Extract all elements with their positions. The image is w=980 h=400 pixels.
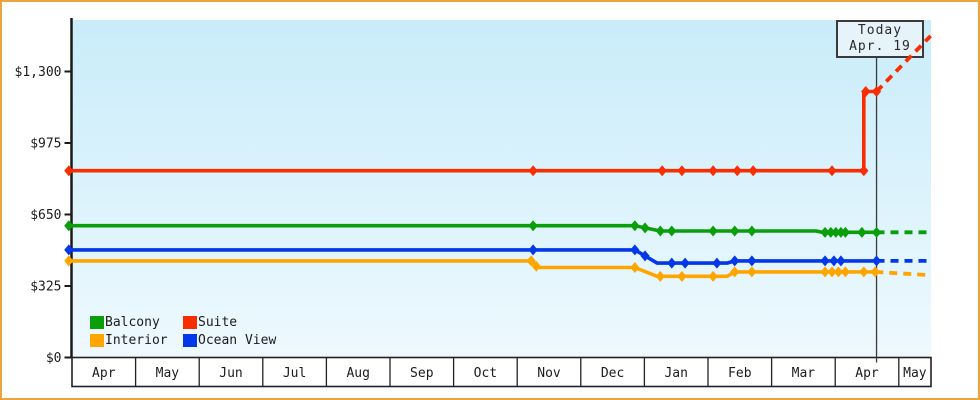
today-annotation-box: Today Apr. 19 bbox=[836, 20, 924, 58]
y-tick-label: $975 bbox=[30, 137, 61, 152]
y-tick-label: $0 bbox=[46, 351, 62, 366]
plot-area bbox=[72, 20, 931, 358]
legend-label-interior: Interior bbox=[105, 332, 168, 348]
month-label-dec-8: Dec bbox=[601, 366, 624, 381]
legend-label-ocean-view: Ocean View bbox=[198, 332, 277, 348]
legend-item-suite: Suite bbox=[183, 315, 237, 330]
month-band bbox=[71, 356, 932, 388]
month-label-apr-12: Apr bbox=[855, 366, 879, 381]
balcony-swatch-icon bbox=[90, 315, 104, 329]
month-label-apr-0: Apr bbox=[92, 366, 116, 381]
y-tick-label: $650 bbox=[30, 208, 61, 223]
legend-label-suite: Suite bbox=[198, 314, 238, 330]
legend: Balcony Suite Interior Ocean View bbox=[90, 313, 276, 349]
ocean-view-swatch-icon bbox=[183, 333, 197, 347]
legend-row: Balcony Suite bbox=[90, 313, 276, 331]
month-label-may-1: May bbox=[156, 366, 180, 381]
month-label-aug-4: Aug bbox=[346, 366, 369, 381]
month-label-sep-5: Sep bbox=[410, 366, 434, 381]
month-label-jun-2: Jun bbox=[219, 366, 242, 381]
month-label-jan-9: Jan bbox=[664, 366, 687, 381]
legend-item-balcony: Balcony bbox=[90, 315, 183, 330]
month-label-mar-11: Mar bbox=[792, 366, 816, 381]
legend-item-interior: Interior bbox=[90, 333, 183, 348]
today-label: Today bbox=[857, 23, 903, 38]
legend-item-ocean-view: Ocean View bbox=[183, 333, 276, 348]
legend-row: Interior Ocean View bbox=[90, 331, 276, 349]
today-date: Apr. 19 bbox=[849, 39, 911, 54]
month-label-feb-10: Feb bbox=[728, 366, 752, 381]
y-tick-label: $325 bbox=[30, 280, 61, 295]
legend-label-balcony: Balcony bbox=[105, 314, 160, 330]
interior-swatch-icon bbox=[90, 333, 104, 347]
month-label-oct-6: Oct bbox=[474, 366, 497, 381]
month-label-may-13: May bbox=[903, 366, 927, 381]
month-label-jul-3: Jul bbox=[283, 366, 306, 381]
month-label-nov-7: Nov bbox=[537, 366, 561, 381]
suite-swatch-icon bbox=[183, 315, 197, 329]
y-tick-label: $1,300 bbox=[15, 65, 62, 80]
